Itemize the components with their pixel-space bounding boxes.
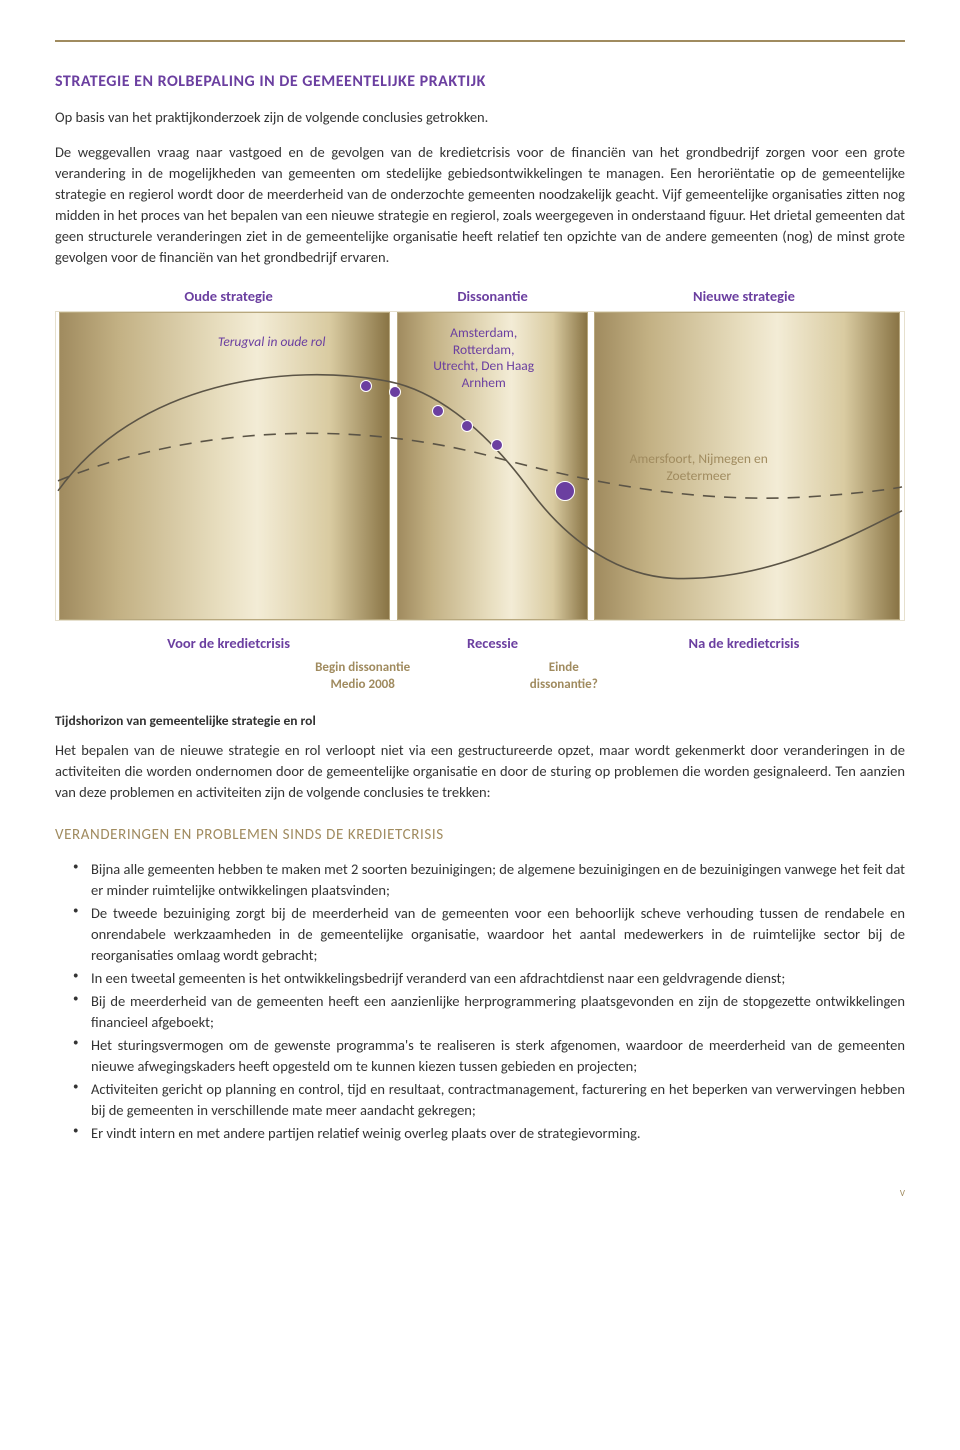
subsection-heading: VERANDERINGEN EN PROBLEMEN SINDS DE KRED… xyxy=(55,825,905,847)
figure-timeline: Begin dissonantie Medio 2008 Einde disso… xyxy=(55,660,905,693)
header-na-kredietcrisis: Na de kredietcrisis xyxy=(589,633,899,654)
figure-top-headers: Oude strategie Dissonantie Nieuwe strate… xyxy=(55,286,905,307)
bullet-item: Bijna alle gemeenten hebben te maken met… xyxy=(91,859,905,901)
figure-lower-headers: Voor de kredietcrisis Recessie Na de kre… xyxy=(55,633,905,654)
body-paragraph-1: De weggevallen vraag naar vastgoed en de… xyxy=(55,142,905,268)
bullet-item: Het sturingsvermogen om de gewenste prog… xyxy=(91,1035,905,1077)
header-voor-kredietcrisis: Voor de kredietcrisis xyxy=(61,633,396,654)
header-dissonantie: Dissonantie xyxy=(396,286,589,307)
annot-cities: Amsterdam, Rotterdam, Utrecht, Den Haag … xyxy=(404,325,564,393)
bullet-item: In een tweetal gemeenten is het ontwikke… xyxy=(91,968,905,989)
bullet-list: Bijna alle gemeenten hebben te maken met… xyxy=(55,859,905,1144)
chart-dot xyxy=(432,405,444,417)
annot-terugval: Terugval in oude rol xyxy=(192,334,352,351)
page-number: v xyxy=(55,1184,905,1203)
strategy-figure: Oude strategie Dissonantie Nieuwe strate… xyxy=(55,286,905,730)
intro-paragraph: Op basis van het praktijkonderzoek zijn … xyxy=(55,107,905,128)
header-nieuwe-strategie: Nieuwe strategie xyxy=(589,286,899,307)
header-oude-strategie: Oude strategie xyxy=(61,286,396,307)
chart-dot xyxy=(461,420,473,432)
chart-area: Terugval in oude rol Amsterdam, Rotterda… xyxy=(55,311,905,621)
bullet-item: De tweede bezuiniging zorgt bij de meerd… xyxy=(91,903,905,966)
bullet-item: Er vindt intern en met andere partijen r… xyxy=(91,1123,905,1144)
chart-dot xyxy=(360,380,372,392)
timeline-begin: Begin dissonantie Medio 2008 xyxy=(262,660,463,693)
chart-dot xyxy=(491,439,503,451)
figure-caption: Tijdshorizon van gemeentelijke strategie… xyxy=(55,711,905,731)
bullet-item: Activiteiten gericht op planning en cont… xyxy=(91,1079,905,1121)
chart-dot xyxy=(389,386,401,398)
chart-dot xyxy=(555,481,575,501)
body-paragraph-2: Het bepalen van de nieuwe strategie en r… xyxy=(55,740,905,803)
section-heading: STRATEGIE EN ROLBEPALING IN DE GEMEENTEL… xyxy=(55,70,905,93)
annot-right-cities: Amersfoort, Nijmegen en Zoetermeer xyxy=(599,451,799,485)
timeline-einde: Einde dissonantie? xyxy=(463,660,664,693)
bullet-item: Bij de meerderheid van de gemeenten heef… xyxy=(91,991,905,1033)
top-divider xyxy=(55,40,905,42)
header-recessie: Recessie xyxy=(396,633,589,654)
